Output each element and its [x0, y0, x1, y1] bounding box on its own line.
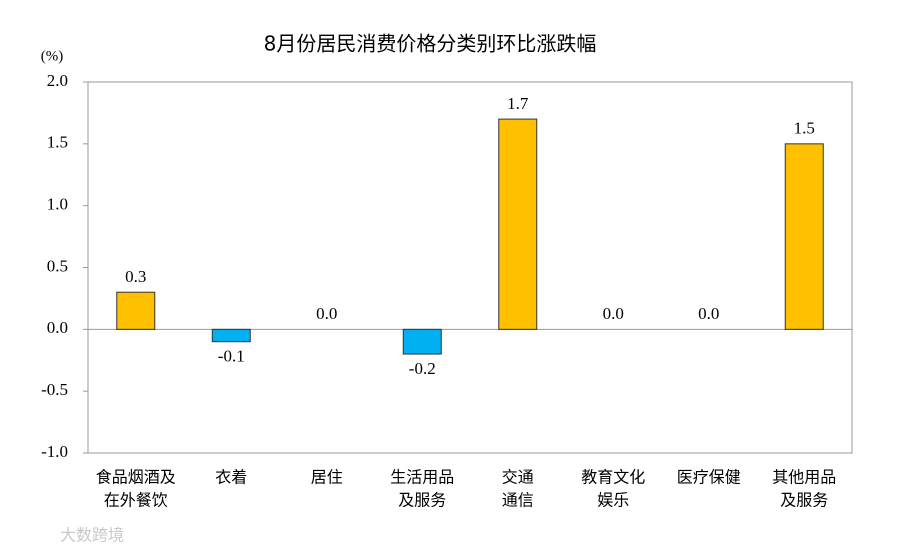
x-tick-label: 居住: [311, 468, 343, 487]
x-tick-label: 教育文化: [581, 468, 645, 487]
x-tick-label: 交通: [502, 468, 534, 487]
bar: [498, 118, 538, 330]
x-tick-label: 在外餐饮: [104, 491, 168, 510]
value-label: 0.0: [316, 304, 337, 323]
y-unit: (%): [41, 48, 64, 64]
value-label: 1.5: [794, 119, 815, 138]
y-tick-label: 2.0: [47, 71, 68, 90]
x-tick-label: 其他用品: [772, 468, 836, 487]
value-label: -0.2: [409, 359, 436, 378]
x-tick-label: 食品烟酒及: [96, 468, 176, 487]
chart-title: 8月份居民消费价格分类别环比涨跌幅: [264, 32, 597, 56]
x-tick-label: 医疗保健: [677, 468, 741, 487]
x-tick-label: 衣着: [215, 468, 247, 487]
x-tick-label: 及服务: [398, 491, 446, 510]
value-label: 0.0: [698, 304, 719, 323]
bar: [116, 291, 156, 330]
y-tick-label: 0.5: [47, 256, 68, 275]
y-tick-label: -1.0: [41, 442, 68, 461]
y-tick-label: 0.0: [47, 318, 68, 337]
bar: [784, 143, 824, 330]
watermark: 大数跨境: [60, 526, 124, 545]
value-label: 0.3: [125, 267, 146, 286]
x-tick-label: 及服务: [780, 491, 828, 510]
y-tick-label: -0.5: [41, 380, 68, 399]
x-tick-label: 通信: [502, 491, 534, 510]
value-label: 1.7: [507, 94, 529, 113]
value-label: -0.1: [218, 347, 245, 366]
bar: [402, 328, 442, 355]
value-label: 0.0: [603, 304, 624, 323]
x-tick-label: 生活用品: [390, 468, 454, 487]
x-tick-label: 娱乐: [597, 491, 629, 510]
bar: [211, 328, 251, 343]
y-tick-label: 1.5: [47, 133, 68, 152]
y-tick-label: 1.0: [47, 195, 68, 214]
